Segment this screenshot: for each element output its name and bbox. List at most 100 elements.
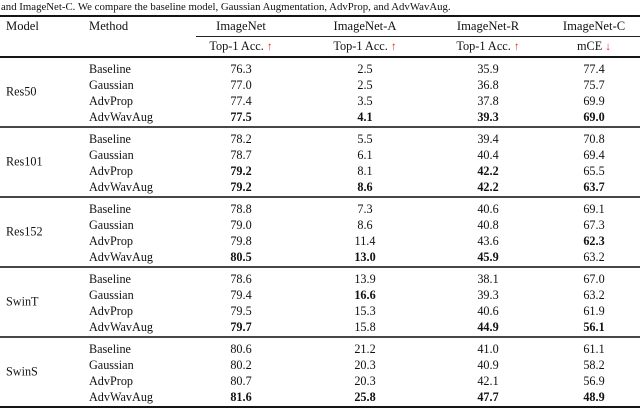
value-cell: 39.3	[477, 110, 499, 124]
method-cell: Baseline	[89, 132, 131, 146]
value-cell: 78.2	[230, 132, 252, 146]
method-cell: Gaussian	[89, 78, 134, 92]
value-cell: 11.4	[354, 234, 376, 248]
method-cell: Baseline	[89, 62, 131, 76]
empty-cell	[0, 271, 84, 287]
value-cell: 20.3	[354, 374, 376, 388]
value-cell: 40.6	[477, 304, 499, 318]
value-cell: 77.4	[583, 62, 605, 76]
value-cell: 39.3	[477, 288, 499, 302]
metric-label: Top-1 Acc.	[333, 39, 388, 53]
table-row: AdvProp 77.4 3.5 37.8 69.9	[0, 93, 640, 109]
value-cell: 62.3	[583, 234, 605, 248]
table-row: Baseline 78.6 13.9 38.1 67.0	[0, 271, 640, 287]
table-row: AdvProp 79.5 15.3 40.6 61.9	[0, 303, 640, 319]
model-name: Res152	[6, 224, 43, 239]
table-row: AdvWavAug 79.2 8.6 42.2 63.7	[0, 179, 640, 195]
value-cell: 61.1	[583, 342, 605, 356]
model-group-res152: Res152 Baseline 78.8 7.3 40.6 69.1 Gauss…	[0, 198, 640, 268]
value-cell: 2.5	[357, 78, 373, 92]
method-cell: AdvWavAug	[89, 390, 154, 404]
method-cell: AdvProp	[89, 374, 134, 388]
empty-cell	[0, 61, 84, 77]
down-arrow-icon: ↓	[605, 41, 612, 53]
value-cell: 56.9	[583, 374, 605, 388]
table-row: Baseline 80.6 21.2 41.0 61.1	[0, 341, 640, 357]
value-cell: 58.2	[583, 358, 605, 372]
table-header: Model Method ImageNet ImageNet-A ImageNe…	[0, 17, 640, 58]
value-cell: 35.9	[477, 62, 499, 76]
value-cell: 79.4	[230, 288, 252, 302]
value-cell: 56.1	[583, 320, 605, 334]
value-cell: 80.6	[230, 342, 252, 356]
table-row: AdvProp 79.8 11.4 43.6 62.3	[0, 233, 640, 249]
value-cell: 41.0	[477, 342, 499, 356]
value-cell: 79.7	[230, 320, 252, 334]
value-cell: 40.8	[477, 218, 499, 232]
col-header-imagenet-c: ImageNet-C	[562, 19, 626, 33]
value-cell: 75.7	[583, 78, 605, 92]
value-cell: 7.3	[357, 202, 373, 216]
empty-cell	[0, 201, 84, 217]
model-name: Res50	[6, 84, 37, 99]
method-cell: Gaussian	[89, 358, 134, 372]
col-header-imagenet-r: ImageNet-R	[456, 19, 520, 33]
table-row: Gaussian 77.0 2.5 36.8 75.7	[0, 77, 640, 93]
method-cell: AdvProp	[89, 234, 134, 248]
metric-label: Top-1 Acc.	[456, 39, 511, 53]
value-cell: 79.8	[230, 234, 252, 248]
method-cell: Gaussian	[89, 148, 134, 162]
value-cell: 8.6	[357, 180, 373, 194]
model-name: SwinT	[6, 294, 39, 309]
table-row: AdvProp 79.2 8.1 42.2 65.5	[0, 163, 640, 179]
up-arrow-icon: ↑	[390, 41, 397, 53]
value-cell: 40.6	[477, 202, 499, 216]
value-cell: 25.8	[354, 390, 376, 404]
empty-cell	[0, 319, 84, 335]
empty-cell	[0, 37, 84, 56]
empty-cell	[0, 341, 84, 357]
value-cell: 38.1	[477, 272, 499, 286]
table-row: AdvWavAug 80.5 13.0 45.9 63.2	[0, 249, 640, 265]
value-cell: 13.0	[354, 250, 376, 264]
method-cell: AdvProp	[89, 94, 134, 108]
value-cell: 78.7	[230, 148, 252, 162]
value-cell: 16.6	[354, 288, 376, 302]
method-cell: AdvWavAug	[89, 180, 154, 194]
empty-cell	[0, 179, 84, 195]
method-cell: AdvProp	[89, 164, 134, 178]
col-header-model: Model	[6, 19, 39, 33]
table-row: Gaussian 79.0 8.6 40.8 67.3	[0, 217, 640, 233]
value-cell: 63.2	[583, 288, 605, 302]
value-cell: 77.4	[230, 94, 252, 108]
col-header-imagenet-a: ImageNet-A	[333, 19, 397, 33]
table-row: Baseline 78.8 7.3 40.6 69.1	[0, 201, 640, 217]
metric-header-row: Top-1 Acc. ↑ Top-1 Acc. ↑ Top-1 Acc. ↑ m…	[0, 37, 640, 56]
model-group-swint: SwinT Baseline 78.6 13.9 38.1 67.0 Gauss…	[0, 268, 640, 338]
table-row: AdvWavAug 81.6 25.8 47.7 48.9	[0, 389, 640, 405]
value-cell: 21.2	[354, 342, 376, 356]
method-cell: AdvWavAug	[89, 250, 154, 264]
value-cell: 40.4	[477, 148, 499, 162]
model-group-res50: Res50 Baseline 76.3 2.5 35.9 77.4 Gaussi…	[0, 58, 640, 128]
value-cell: 8.1	[357, 164, 373, 178]
value-cell: 63.7	[583, 180, 605, 194]
method-cell: Gaussian	[89, 288, 134, 302]
model-name: SwinS	[6, 364, 38, 379]
value-cell: 81.6	[230, 390, 252, 404]
value-cell: 37.8	[477, 94, 499, 108]
col-header-imagenet: ImageNet	[216, 19, 266, 33]
value-cell: 43.6	[477, 234, 499, 248]
value-cell: 76.3	[230, 62, 252, 76]
metric-label: mCE	[576, 39, 603, 53]
dataset-midrule	[196, 36, 640, 37]
empty-cell	[0, 131, 84, 147]
dataset-header-row: Model Method ImageNet ImageNet-A ImageNe…	[0, 17, 640, 36]
table-row: Gaussian 79.4 16.6 39.3 63.2	[0, 287, 640, 303]
value-cell: 13.9	[354, 272, 376, 286]
model-group-swins: SwinS Baseline 80.6 21.2 41.0 61.1 Gauss…	[0, 338, 640, 408]
value-cell: 67.0	[583, 272, 605, 286]
metric-header-imagenet-a: Top-1 Acc. ↑	[302, 37, 428, 56]
up-arrow-icon: ↑	[266, 41, 273, 53]
